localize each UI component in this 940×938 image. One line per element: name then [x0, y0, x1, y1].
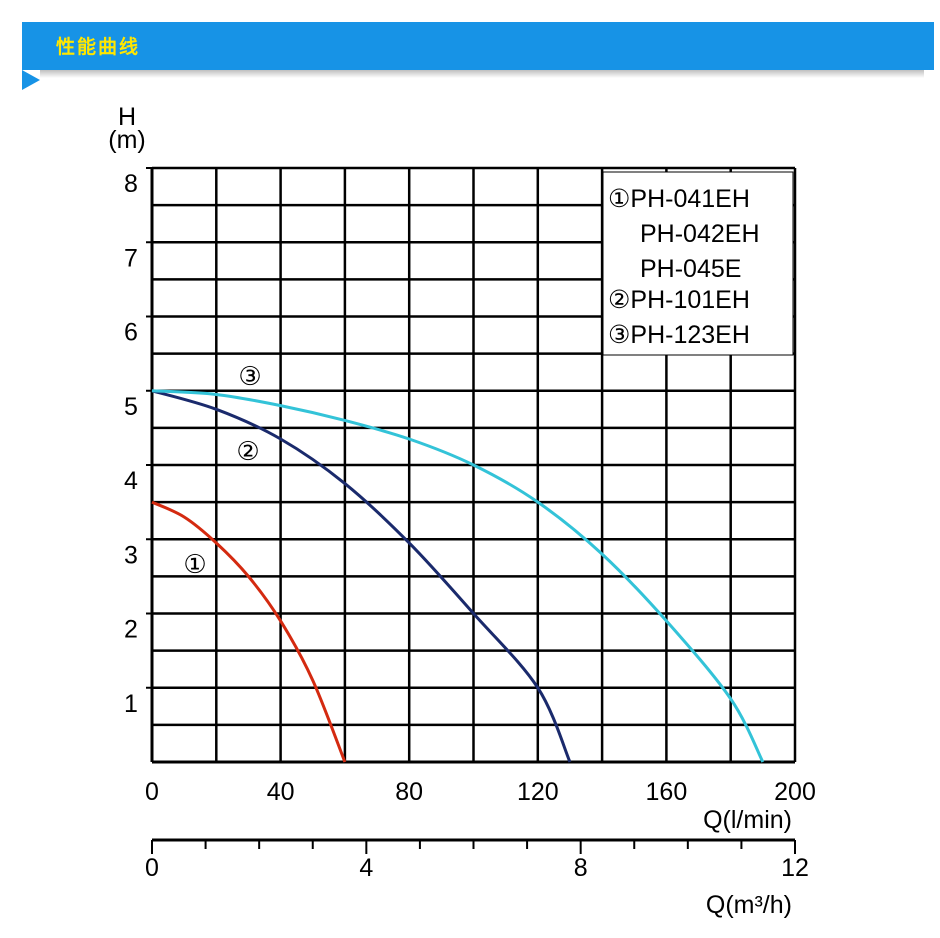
legend-entry: PH-042EH — [640, 220, 760, 248]
chart-legend: ①PH-041EH PH-042EH PH-045E ②PH-101EH ③PH-123… — [608, 185, 760, 349]
legend-box — [602, 171, 794, 356]
series-line-2 — [151, 389, 572, 763]
x2-axis-label: Q(m³/h) — [706, 891, 792, 919]
x-tick-label: 200 — [774, 778, 816, 806]
y-tick-label: 4 — [124, 467, 138, 495]
x-tick-label: 120 — [517, 778, 559, 806]
x-tick-label: 0 — [145, 778, 159, 806]
y-tick-label: 8 — [124, 170, 138, 198]
header-shadow — [40, 70, 924, 78]
y-axis-label-h: H — [118, 103, 136, 131]
chart-series — [151, 389, 765, 763]
y-tick-label: 7 — [124, 244, 138, 272]
x-axis-label: Q(l/min) — [703, 806, 792, 834]
y-tick-label: 1 — [124, 690, 138, 718]
legend-entry: ③PH-123EH — [608, 321, 750, 349]
section-title: 性能曲线 — [56, 36, 141, 58]
legend-entry: PH-045E — [640, 255, 741, 283]
x-tick-label: 80 — [395, 778, 423, 806]
series-marker-3: ③ — [238, 362, 261, 392]
x2-tick-label: 0 — [145, 854, 159, 882]
chart-axes — [146, 167, 796, 854]
y-tick-label: 6 — [124, 319, 138, 347]
x2-tick-label: 8 — [574, 854, 588, 882]
series-line-1 — [151, 500, 347, 763]
y-axis-label-unit: (m) — [108, 126, 145, 154]
x2-tick-label: 12 — [781, 854, 809, 882]
legend-entry: ②PH-101EH — [608, 286, 750, 314]
x-tick-label: 40 — [267, 778, 295, 806]
y-tick-label: 3 — [124, 541, 138, 569]
x-tick-label: 160 — [646, 778, 688, 806]
y-tick-label: 5 — [124, 393, 138, 421]
series-marker-2: ② — [236, 437, 259, 467]
legend-entry: ①PH-041EH — [608, 185, 750, 213]
x2-tick-label: 4 — [359, 854, 373, 882]
header-bar — [22, 22, 934, 70]
series-line-3 — [151, 389, 765, 763]
y-tick-label: 2 — [124, 616, 138, 644]
header-corner-decoration — [22, 70, 40, 90]
series-marker-1: ① — [183, 550, 206, 580]
